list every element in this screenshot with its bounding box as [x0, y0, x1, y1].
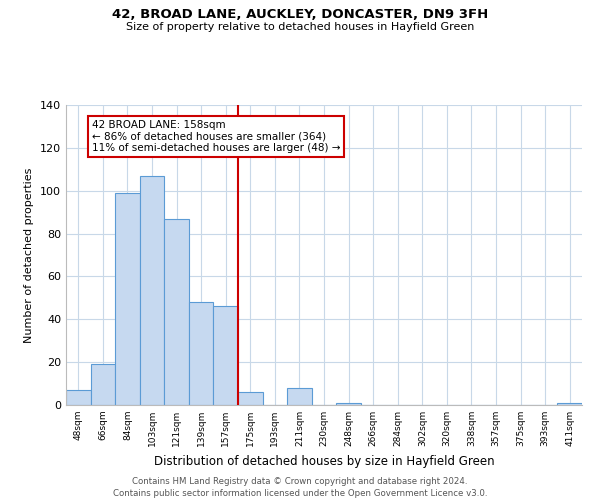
Bar — [91, 364, 115, 405]
Y-axis label: Number of detached properties: Number of detached properties — [25, 168, 34, 342]
Text: 42 BROAD LANE: 158sqm
← 86% of detached houses are smaller (364)
11% of semi-det: 42 BROAD LANE: 158sqm ← 86% of detached … — [92, 120, 340, 153]
Bar — [164, 218, 189, 405]
Text: Contains HM Land Registry data © Crown copyright and database right 2024.: Contains HM Land Registry data © Crown c… — [132, 478, 468, 486]
Bar — [66, 390, 91, 405]
Bar — [336, 403, 361, 405]
Bar — [557, 403, 582, 405]
X-axis label: Distribution of detached houses by size in Hayfield Green: Distribution of detached houses by size … — [154, 454, 494, 468]
Bar — [214, 306, 238, 405]
Bar — [287, 388, 312, 405]
Text: Size of property relative to detached houses in Hayfield Green: Size of property relative to detached ho… — [126, 22, 474, 32]
Text: 42, BROAD LANE, AUCKLEY, DONCASTER, DN9 3FH: 42, BROAD LANE, AUCKLEY, DONCASTER, DN9 … — [112, 8, 488, 20]
Bar — [238, 392, 263, 405]
Text: Contains public sector information licensed under the Open Government Licence v3: Contains public sector information licen… — [113, 489, 487, 498]
Bar — [115, 193, 140, 405]
Bar — [140, 176, 164, 405]
Bar — [189, 302, 214, 405]
